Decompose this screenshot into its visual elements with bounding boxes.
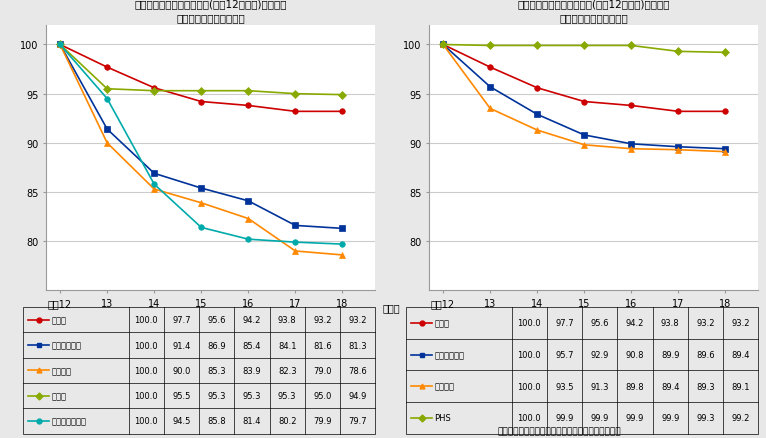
Text: 89.6: 89.6	[696, 350, 715, 359]
Text: 81.6: 81.6	[313, 341, 332, 350]
Text: 94.2: 94.2	[243, 316, 261, 325]
Text: 89.9: 89.9	[661, 350, 679, 359]
Text: 95.7: 95.7	[555, 350, 574, 359]
Text: 100.0: 100.0	[518, 350, 541, 359]
Text: 総平均: 総平均	[51, 316, 66, 325]
Text: 89.1: 89.1	[732, 382, 750, 391]
Text: 日本銀行「企業向けサービス価格指数」により作成: 日本銀行「企業向けサービス価格指数」により作成	[497, 427, 621, 436]
Text: 99.9: 99.9	[661, 413, 679, 422]
Text: 84.1: 84.1	[278, 341, 296, 350]
Text: 80.2: 80.2	[278, 417, 296, 425]
Text: 78.6: 78.6	[349, 366, 367, 375]
Text: 99.9: 99.9	[626, 413, 644, 422]
Title: 企業向けサービス価格指数(平成12年基準)における
移動通信料金水準の推移: 企業向けサービス価格指数(平成12年基準)における 移動通信料金水準の推移	[517, 0, 670, 24]
Text: 95.0: 95.0	[313, 391, 332, 400]
Text: 95.3: 95.3	[208, 391, 226, 400]
Text: 95.6: 95.6	[208, 316, 226, 325]
Text: 93.8: 93.8	[661, 319, 679, 328]
Text: 100.0: 100.0	[518, 319, 541, 328]
Text: 86.9: 86.9	[208, 341, 226, 350]
Text: 79.0: 79.0	[313, 366, 332, 375]
Text: 93.2: 93.2	[349, 316, 367, 325]
Text: 固定電気通信: 固定電気通信	[51, 341, 81, 350]
Text: 99.9: 99.9	[555, 413, 574, 422]
Text: 85.4: 85.4	[243, 341, 261, 350]
Title: 企業向けサービス価格指数(平成12年基準)における
固定通信料金水準の推移: 企業向けサービス価格指数(平成12年基準)における 固定通信料金水準の推移	[134, 0, 287, 24]
Text: 81.4: 81.4	[243, 417, 261, 425]
Text: PHS: PHS	[434, 413, 451, 422]
Text: 89.8: 89.8	[626, 382, 644, 391]
Text: 97.7: 97.7	[172, 316, 191, 325]
Text: 100.0: 100.0	[518, 413, 541, 422]
Text: 93.2: 93.2	[732, 319, 750, 328]
Text: 100.0: 100.0	[135, 316, 158, 325]
Text: 82.3: 82.3	[278, 366, 296, 375]
Text: 100.0: 100.0	[135, 366, 158, 375]
Text: 94.9: 94.9	[349, 391, 367, 400]
Text: 移動電気通信: 移動電気通信	[434, 350, 464, 359]
Text: 99.3: 99.3	[696, 413, 715, 422]
Text: 100.0: 100.0	[518, 382, 541, 391]
Text: 81.3: 81.3	[349, 341, 367, 350]
Text: 97.7: 97.7	[555, 319, 574, 328]
Text: 91.3: 91.3	[591, 382, 609, 391]
Text: 固定電話: 固定電話	[51, 366, 71, 375]
Text: （年）: （年）	[382, 302, 400, 312]
Text: 90.8: 90.8	[626, 350, 644, 359]
Text: 93.8: 93.8	[278, 316, 296, 325]
Text: 89.4: 89.4	[732, 350, 750, 359]
Text: 100.0: 100.0	[135, 417, 158, 425]
Text: 85.8: 85.8	[208, 417, 226, 425]
Text: 94.5: 94.5	[172, 417, 191, 425]
Text: 90.0: 90.0	[172, 366, 191, 375]
Text: 固定データ伝送: 固定データ伝送	[51, 417, 86, 425]
Text: 99.2: 99.2	[732, 413, 750, 422]
Text: 100.0: 100.0	[135, 341, 158, 350]
Text: 95.3: 95.3	[243, 391, 261, 400]
Text: 携帯電話: 携帯電話	[434, 382, 454, 391]
Text: 99.9: 99.9	[591, 413, 609, 422]
Text: 93.2: 93.2	[696, 319, 715, 328]
Text: 85.3: 85.3	[208, 366, 226, 375]
Text: 92.9: 92.9	[591, 350, 609, 359]
Text: 89.3: 89.3	[696, 382, 715, 391]
Text: 89.4: 89.4	[661, 382, 679, 391]
Text: 93.5: 93.5	[555, 382, 574, 391]
Text: 94.2: 94.2	[626, 319, 644, 328]
Text: 91.4: 91.4	[172, 341, 191, 350]
Text: 93.2: 93.2	[313, 316, 332, 325]
Text: 95.6: 95.6	[591, 319, 609, 328]
Text: 83.9: 83.9	[243, 366, 261, 375]
Text: 専用線: 専用線	[51, 391, 66, 400]
Text: 79.7: 79.7	[349, 417, 367, 425]
Text: 総平均: 総平均	[434, 319, 449, 328]
Text: 95.3: 95.3	[278, 391, 296, 400]
Text: 79.9: 79.9	[313, 417, 332, 425]
Text: 100.0: 100.0	[135, 391, 158, 400]
Text: 95.5: 95.5	[172, 391, 191, 400]
